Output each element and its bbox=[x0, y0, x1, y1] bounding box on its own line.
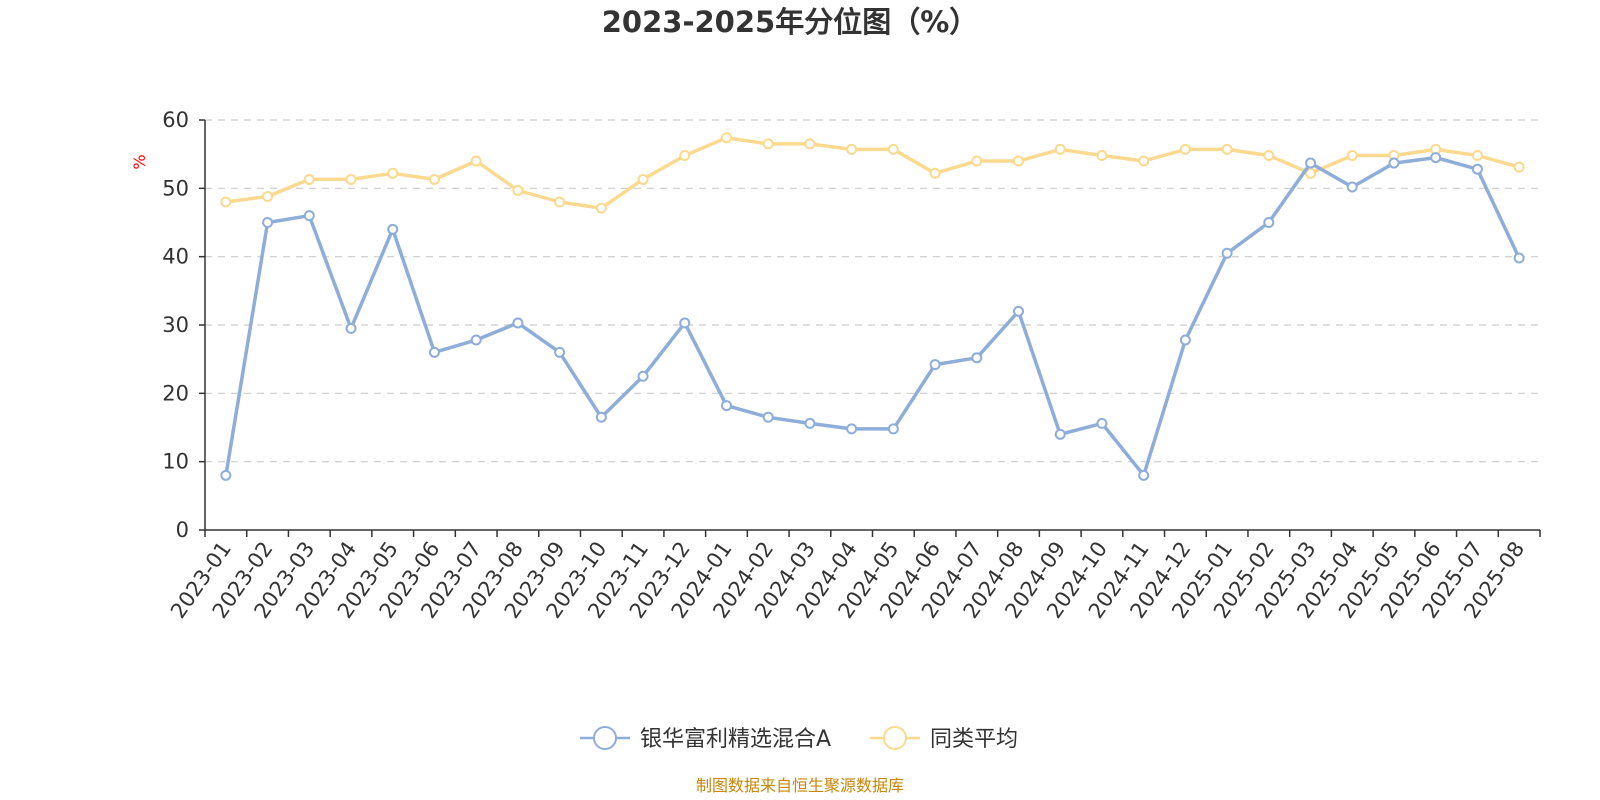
data-point bbox=[679, 317, 691, 329]
data-point bbox=[679, 150, 691, 162]
data-point bbox=[220, 469, 232, 481]
data-point bbox=[971, 352, 983, 364]
y-tick-label: 40 bbox=[162, 245, 189, 269]
data-point bbox=[262, 217, 274, 228]
chart-title: 2023-2025年分位图（%） bbox=[602, 5, 979, 39]
data-point bbox=[1221, 143, 1233, 155]
data-point bbox=[1096, 150, 1108, 162]
y-tick-label: 20 bbox=[162, 381, 189, 405]
data-point bbox=[428, 346, 440, 358]
data-point bbox=[345, 322, 357, 334]
data-point bbox=[262, 191, 274, 203]
legend-marker-0 bbox=[593, 726, 617, 750]
data-point bbox=[720, 132, 732, 144]
data-point bbox=[887, 423, 899, 435]
data-point bbox=[595, 411, 607, 423]
source-note: 制图数据来自恒生聚源数据库 bbox=[696, 776, 904, 795]
legend-label-0: 银华富利精选混合A bbox=[640, 727, 831, 752]
y-axis-label: % bbox=[130, 154, 149, 169]
data-point bbox=[762, 138, 774, 150]
data-point bbox=[1346, 181, 1358, 193]
data-point bbox=[1179, 334, 1191, 346]
data-point bbox=[1346, 150, 1358, 162]
data-point bbox=[1013, 155, 1025, 167]
data-point bbox=[387, 223, 399, 235]
data-point bbox=[387, 167, 399, 179]
data-point bbox=[512, 184, 524, 196]
data-point bbox=[1054, 143, 1066, 155]
data-point bbox=[595, 202, 607, 214]
data-point bbox=[1179, 143, 1191, 155]
legend-marker-1 bbox=[883, 726, 907, 750]
legend[interactable]: 银华富利精选混合A 同类平均 bbox=[580, 726, 1018, 752]
data-point bbox=[428, 173, 440, 185]
data-point bbox=[1305, 167, 1317, 179]
data-point bbox=[1513, 252, 1525, 264]
y-tick-label: 50 bbox=[162, 176, 189, 200]
data-point bbox=[887, 143, 899, 155]
data-point bbox=[929, 167, 941, 179]
data-point bbox=[1430, 152, 1442, 164]
series-lines bbox=[220, 132, 1525, 481]
grid-lines bbox=[205, 119, 1540, 463]
data-point bbox=[1138, 469, 1150, 481]
data-point bbox=[512, 317, 524, 329]
axes: 01020304050602023-012023-022023-032023-0… bbox=[162, 108, 1541, 623]
data-point bbox=[1096, 417, 1108, 429]
data-point bbox=[303, 210, 315, 222]
data-point bbox=[1513, 161, 1525, 173]
data-point bbox=[762, 411, 774, 423]
series-line-0 bbox=[224, 155, 1521, 478]
data-point bbox=[1138, 155, 1150, 167]
data-point bbox=[1263, 150, 1275, 162]
data-point bbox=[846, 423, 858, 435]
data-point bbox=[554, 346, 566, 358]
data-point bbox=[804, 417, 816, 429]
data-point bbox=[345, 173, 357, 185]
y-tick-label: 10 bbox=[162, 450, 189, 474]
data-point bbox=[1471, 150, 1483, 162]
legend-label-1: 同类平均 bbox=[930, 727, 1018, 752]
data-point bbox=[554, 196, 566, 208]
data-point bbox=[929, 359, 941, 371]
data-point bbox=[470, 334, 482, 346]
data-point bbox=[1013, 305, 1025, 317]
data-point bbox=[720, 400, 732, 412]
data-point bbox=[846, 143, 858, 155]
data-point bbox=[804, 138, 816, 150]
data-point bbox=[220, 196, 232, 208]
y-tick-label: 30 bbox=[162, 313, 189, 337]
y-tick-label: 0 bbox=[176, 518, 189, 542]
y-tick-label: 60 bbox=[162, 108, 189, 132]
data-point bbox=[637, 173, 649, 185]
data-point bbox=[1221, 247, 1233, 259]
data-point bbox=[303, 173, 315, 185]
data-point bbox=[1054, 428, 1066, 440]
data-point bbox=[1305, 157, 1317, 169]
data-point bbox=[637, 370, 649, 382]
data-point bbox=[470, 155, 482, 167]
data-point bbox=[1471, 163, 1483, 175]
data-point bbox=[1388, 157, 1400, 169]
data-point bbox=[971, 155, 983, 167]
data-point bbox=[1263, 217, 1275, 228]
